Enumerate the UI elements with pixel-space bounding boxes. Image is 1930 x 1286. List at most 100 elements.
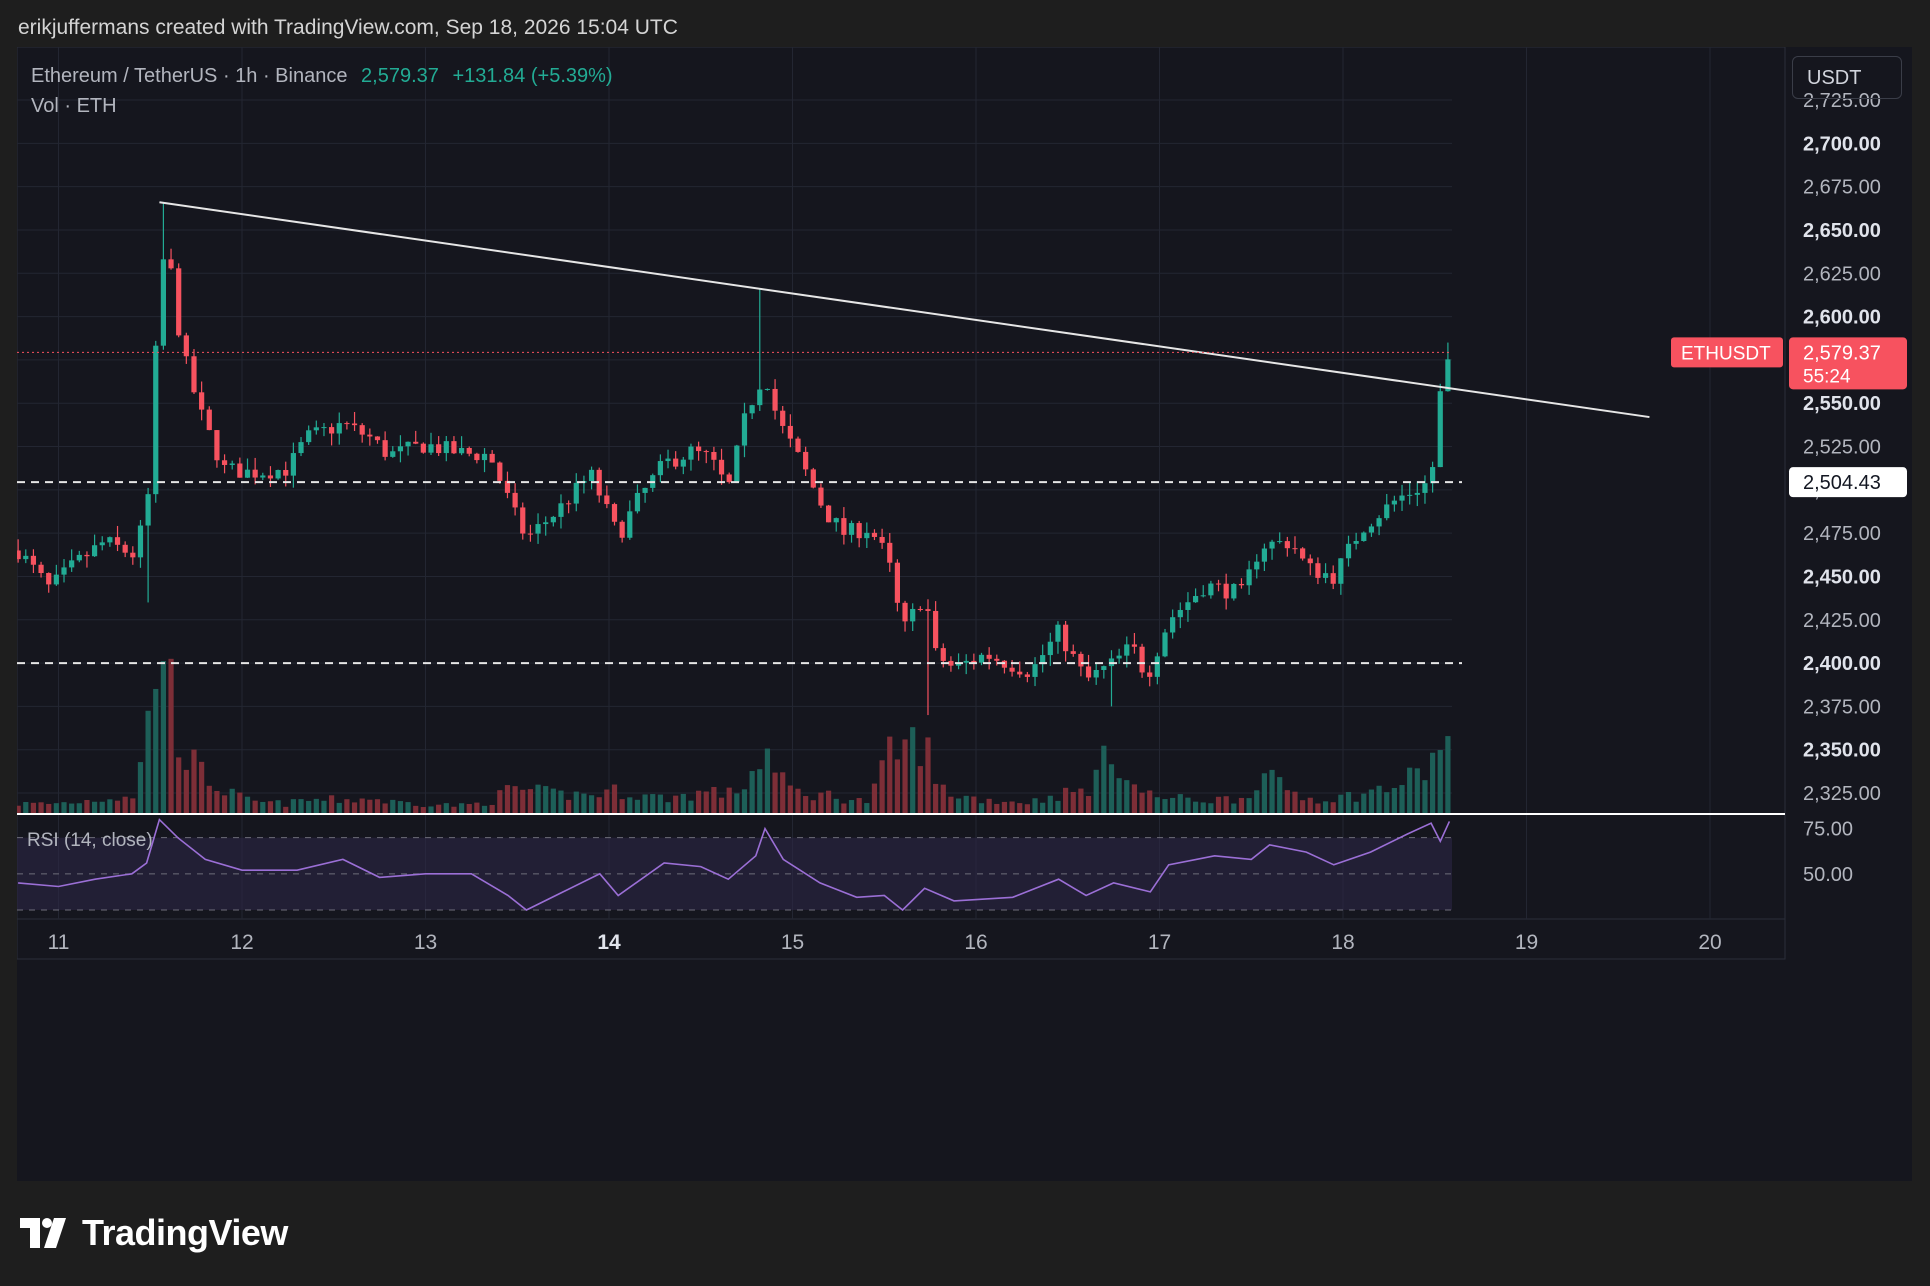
volume-bar xyxy=(1353,801,1359,813)
price-tick-label: 2,600.00 xyxy=(1803,307,1881,329)
candle-body xyxy=(290,453,296,476)
candle-body xyxy=(1300,548,1306,559)
symbol-tag-label: ETHUSDT xyxy=(1681,343,1771,364)
candle-body xyxy=(543,522,549,525)
price-tick-label: 2,700.00 xyxy=(1803,133,1881,155)
candle-body xyxy=(443,441,449,454)
candle-body xyxy=(130,552,136,558)
candle-body xyxy=(1223,583,1229,599)
candle-body xyxy=(1430,467,1436,484)
candle-body xyxy=(428,444,434,453)
volume-bar xyxy=(917,766,923,813)
volume-bar xyxy=(833,798,839,813)
candle-body xyxy=(1330,573,1336,584)
candle-body xyxy=(351,423,358,426)
volume-bar xyxy=(237,792,243,813)
volume-bar xyxy=(1254,790,1260,813)
candle-body xyxy=(1384,504,1390,519)
time-tick-label: 12 xyxy=(230,931,253,954)
candle-body xyxy=(69,560,75,568)
candle-body xyxy=(1284,541,1290,549)
candle-body xyxy=(902,602,908,622)
candle-body xyxy=(1070,651,1076,654)
candle-body xyxy=(99,542,105,546)
candle-body xyxy=(1139,646,1145,673)
volume-bar xyxy=(894,759,901,813)
volume-bar xyxy=(1231,803,1237,813)
candle-body xyxy=(994,658,1000,661)
candle-body xyxy=(489,453,495,463)
candle-body xyxy=(757,389,763,406)
price-chart[interactable]: RSI (14, close) 2,725.00 2,700.00 2,675.00 2… xyxy=(17,47,1912,1181)
candle-body xyxy=(1269,541,1275,549)
volume-bar xyxy=(336,802,342,813)
volume-bar xyxy=(199,761,205,813)
time-tick-label: 15 xyxy=(781,931,804,954)
volume-bar xyxy=(1261,773,1268,813)
volume-bar xyxy=(925,737,931,813)
candle-body xyxy=(153,345,159,495)
candle-body xyxy=(512,492,518,508)
volume-bar xyxy=(1338,794,1344,813)
candle-body xyxy=(1391,500,1397,505)
volume-bar xyxy=(955,798,962,813)
candle-body xyxy=(283,469,289,476)
volume-bar xyxy=(244,796,251,813)
chart-panel[interactable]: RSI (14, close) 2,725.00 2,700.00 2,675.00 2… xyxy=(17,47,1912,1181)
volume-bar xyxy=(122,796,128,813)
volume-bar xyxy=(1170,797,1176,813)
volume-bar xyxy=(183,769,189,813)
candle-body xyxy=(879,536,885,543)
time-tick-label: 17 xyxy=(1148,931,1171,954)
volume-bar xyxy=(527,789,534,813)
volume-bar xyxy=(413,805,419,813)
symbol-legend: Ethereum / TetherUS · 1h · Binance 2,579… xyxy=(31,65,613,88)
candle-body xyxy=(948,660,954,666)
volume-bar xyxy=(84,799,90,813)
volume-bar xyxy=(252,800,258,813)
volume-legend[interactable]: Vol · ETH xyxy=(31,95,117,117)
volume-bar xyxy=(619,799,625,813)
volume-bar xyxy=(795,788,801,813)
candle-body xyxy=(1085,666,1092,678)
volume-bar xyxy=(650,794,656,813)
volume-bar xyxy=(902,739,908,813)
volume-bar xyxy=(137,762,144,813)
volume-bar xyxy=(1139,792,1145,813)
candle-body xyxy=(1001,660,1008,668)
volume-bar xyxy=(741,789,748,813)
candle-body xyxy=(955,662,962,666)
candle-body xyxy=(527,533,534,535)
candle-body xyxy=(313,427,319,431)
volume-bar xyxy=(1277,777,1283,813)
candle-body xyxy=(1040,655,1046,665)
price-tick-label: 2,725.00 xyxy=(1803,90,1881,112)
candle-body xyxy=(871,532,878,537)
candle-body xyxy=(520,507,526,534)
tradingview-logo: TradingView xyxy=(20,1212,288,1254)
candle-body xyxy=(986,654,992,659)
volume-bar xyxy=(963,795,969,813)
candle-body xyxy=(558,503,564,517)
trendline xyxy=(159,201,1650,419)
symbol-title[interactable]: Ethereum / TetherUS · 1h · Binance xyxy=(31,65,348,87)
volume-bar xyxy=(1063,787,1069,813)
tradingview-logo-icon xyxy=(20,1218,66,1248)
volume-bar xyxy=(1208,803,1214,813)
candle-body xyxy=(611,504,618,522)
time-tick-label: 20 xyxy=(1698,931,1721,954)
volume-bar xyxy=(1032,798,1038,813)
candle-body xyxy=(573,482,579,504)
volume-bar xyxy=(1131,784,1138,813)
volume-bar xyxy=(443,803,449,813)
volume-bar xyxy=(680,793,686,813)
volume-bar xyxy=(642,794,648,813)
currency-selector[interactable]: USDT xyxy=(1792,56,1902,99)
candle-body xyxy=(420,443,426,453)
volume-bar xyxy=(673,795,679,813)
candle-body xyxy=(359,425,365,435)
candle-body xyxy=(1131,644,1138,647)
rsi-tick-label: 75.00 xyxy=(1803,819,1853,841)
candle-body xyxy=(1063,624,1069,652)
volume-bar xyxy=(283,806,289,813)
